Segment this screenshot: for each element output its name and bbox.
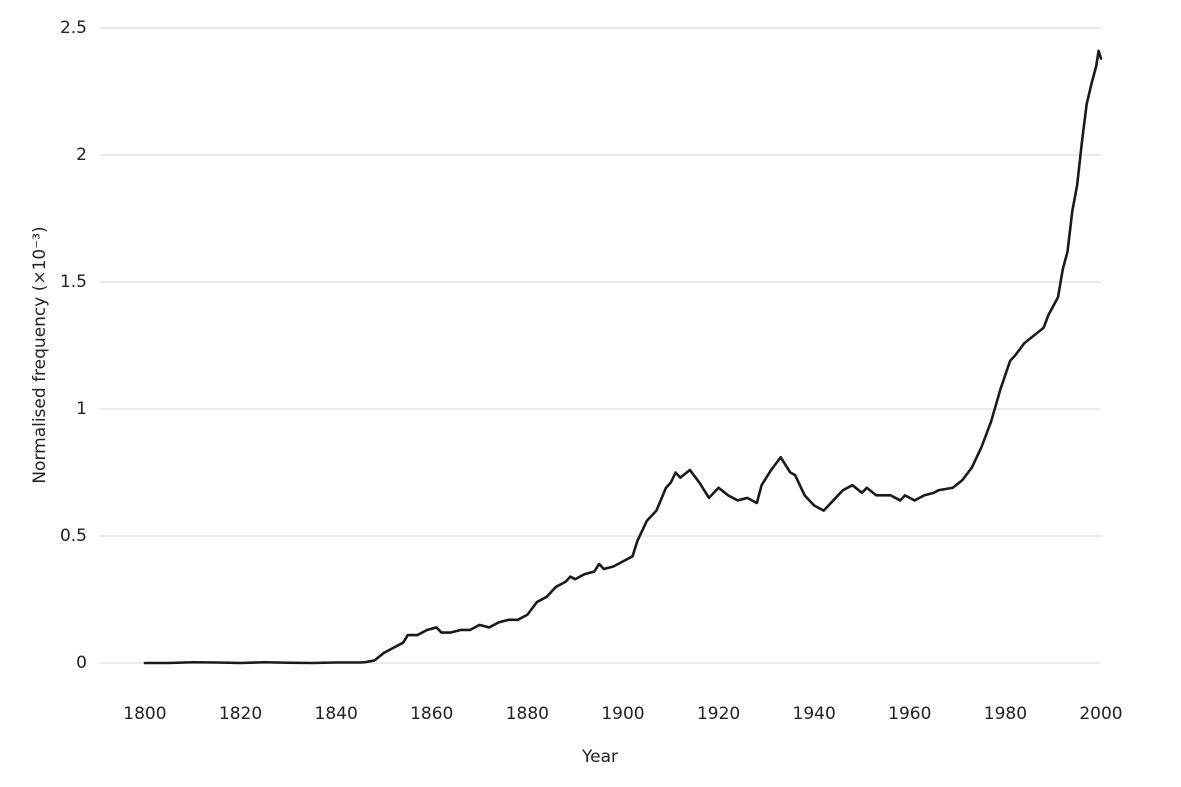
x-tick-label: 1880 <box>506 704 549 724</box>
x-tick-label: 1840 <box>315 704 358 724</box>
x-tick-label: 1900 <box>601 704 644 724</box>
x-tick-label: 1960 <box>888 704 931 724</box>
line <box>143 49 1103 665</box>
y-tick-label: 0 <box>76 653 87 673</box>
x-tick-label: 1800 <box>123 704 166 724</box>
x-tick-label: 1860 <box>410 704 453 724</box>
x-tick-label: 1940 <box>793 704 836 724</box>
x-axis-label: Year <box>581 747 618 767</box>
y-axis-label: Normalised frequency (×10⁻³) <box>30 226 50 483</box>
x-tick-label: 1980 <box>984 704 1027 724</box>
y-tick-label: 2.5 <box>60 18 87 38</box>
x-tick-label: 1920 <box>697 704 740 724</box>
y-tick-label: 1 <box>76 399 87 419</box>
y-tick-label: 0.5 <box>60 526 87 546</box>
x-tick-label: 1820 <box>219 704 262 724</box>
y-tick-label: 1.5 <box>60 272 87 292</box>
x-tick-label: 2000 <box>1079 704 1122 724</box>
y-tick-label: 2 <box>76 145 87 165</box>
